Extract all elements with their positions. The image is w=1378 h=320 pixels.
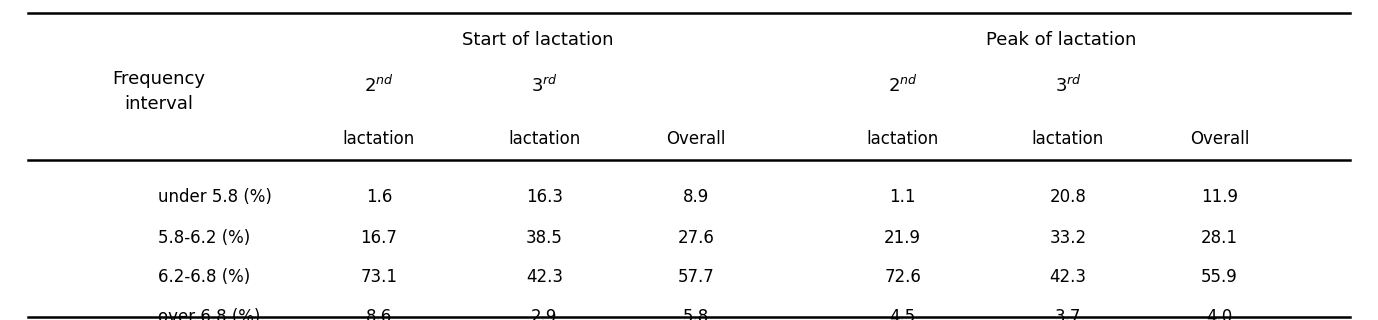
Text: Peak of lactation: Peak of lactation — [985, 31, 1137, 49]
Text: 28.1: 28.1 — [1202, 229, 1237, 247]
Text: 38.5: 38.5 — [526, 229, 562, 247]
Text: 4.0: 4.0 — [1206, 308, 1233, 320]
Text: under 5.8 (%): under 5.8 (%) — [158, 188, 273, 206]
Text: 20.8: 20.8 — [1050, 188, 1086, 206]
Text: Overall: Overall — [1189, 130, 1250, 148]
Text: 55.9: 55.9 — [1202, 268, 1237, 286]
Text: 11.9: 11.9 — [1202, 188, 1237, 206]
Text: 5.8: 5.8 — [682, 308, 710, 320]
Text: 8.6: 8.6 — [365, 308, 393, 320]
Text: 16.3: 16.3 — [526, 188, 562, 206]
Text: $3^{rd}$: $3^{rd}$ — [1054, 74, 1082, 95]
Text: 42.3: 42.3 — [526, 268, 562, 286]
Text: 21.9: 21.9 — [885, 229, 921, 247]
Text: lactation: lactation — [1032, 130, 1104, 148]
Text: $2^{nd}$: $2^{nd}$ — [887, 74, 918, 95]
Text: Start of lactation: Start of lactation — [462, 31, 613, 49]
Text: lactation: lactation — [343, 130, 415, 148]
Text: 73.1: 73.1 — [361, 268, 397, 286]
Text: $2^{nd}$: $2^{nd}$ — [364, 74, 394, 95]
Text: lactation: lactation — [867, 130, 938, 148]
Text: 57.7: 57.7 — [678, 268, 714, 286]
Text: 8.9: 8.9 — [682, 188, 710, 206]
Text: Overall: Overall — [666, 130, 726, 148]
Text: 72.6: 72.6 — [885, 268, 921, 286]
Text: 42.3: 42.3 — [1050, 268, 1086, 286]
Text: lactation: lactation — [508, 130, 580, 148]
Text: 6.2-6.8 (%): 6.2-6.8 (%) — [158, 268, 251, 286]
Text: 1.1: 1.1 — [889, 188, 916, 206]
Text: Frequency
interval: Frequency interval — [112, 70, 205, 113]
Text: 4.5: 4.5 — [889, 308, 916, 320]
Text: $3^{rd}$: $3^{rd}$ — [531, 74, 558, 95]
Text: over 6.8 (%): over 6.8 (%) — [158, 308, 260, 320]
Text: 2.9: 2.9 — [531, 308, 558, 320]
Text: 5.8-6.2 (%): 5.8-6.2 (%) — [158, 229, 251, 247]
Text: 33.2: 33.2 — [1050, 229, 1086, 247]
Text: 27.6: 27.6 — [678, 229, 714, 247]
Text: 3.7: 3.7 — [1054, 308, 1082, 320]
Text: 16.7: 16.7 — [361, 229, 397, 247]
Text: 1.6: 1.6 — [365, 188, 393, 206]
